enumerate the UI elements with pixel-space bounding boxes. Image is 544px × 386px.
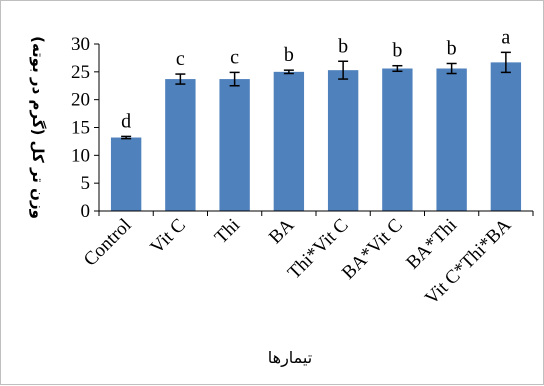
significance-letter: b bbox=[284, 44, 294, 66]
significance-letter: b bbox=[447, 37, 457, 59]
y-tick-label: 0 bbox=[81, 201, 91, 222]
significance-letter: c bbox=[230, 46, 239, 68]
significance-letter: b bbox=[392, 40, 402, 62]
significance-letter: c bbox=[176, 48, 185, 70]
bar bbox=[436, 68, 467, 211]
bar bbox=[110, 137, 142, 211]
y-tick-label: 5 bbox=[81, 173, 91, 194]
bar bbox=[273, 71, 305, 211]
bar bbox=[219, 79, 250, 211]
significance-letter: d bbox=[121, 110, 131, 132]
x-tick-label: BA*Vit C bbox=[338, 215, 407, 284]
x-tick-label: Vit C bbox=[146, 215, 190, 259]
y-tick-label: 10 bbox=[71, 145, 90, 166]
bar bbox=[490, 62, 522, 212]
x-tick-label: Control bbox=[80, 215, 136, 271]
y-tick-label: 25 bbox=[71, 62, 90, 83]
x-axis-label: تیمارها bbox=[268, 348, 312, 368]
y-tick-label: 30 bbox=[71, 34, 90, 55]
bar bbox=[327, 70, 359, 211]
y-tick-label: 15 bbox=[71, 118, 90, 139]
bar bbox=[165, 79, 196, 211]
x-tick-label: BA bbox=[265, 214, 299, 248]
significance-letter: a bbox=[501, 26, 510, 48]
y-tick-label: 20 bbox=[71, 90, 90, 111]
significance-letter: b bbox=[338, 35, 348, 57]
y-axis-label: وزن تر کل (گرم در بوته) bbox=[29, 36, 47, 219]
bar bbox=[382, 68, 413, 211]
x-tick-label: Thi bbox=[211, 215, 245, 249]
